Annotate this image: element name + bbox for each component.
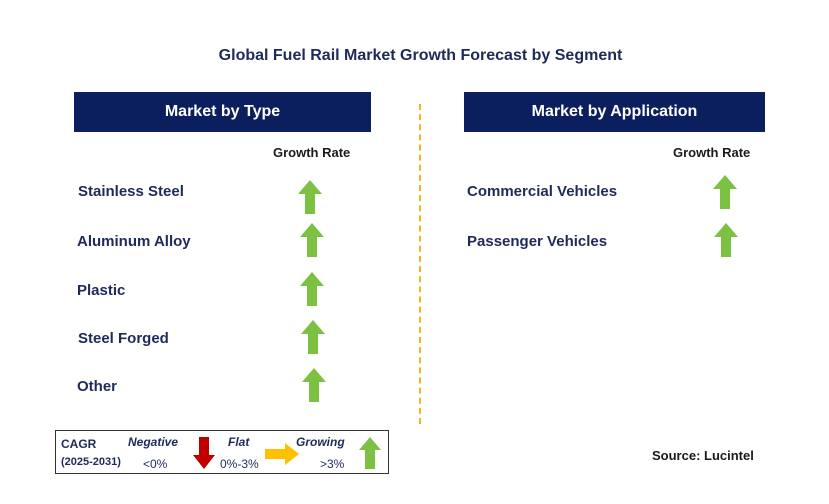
- growing-arrow-icon: [301, 320, 325, 354]
- panel-divider: [419, 104, 421, 424]
- market-by-type-header: Market by Type: [74, 92, 371, 132]
- legend-negative-label: Negative: [128, 435, 179, 449]
- growing-arrow-icon: [714, 223, 738, 257]
- cagr-legend: CAGR (2025-2031) Negative <0% Flat 0%-3%…: [55, 430, 389, 474]
- growing-arrow-icon: [300, 272, 324, 306]
- legend-period: (2025-2031): [61, 456, 121, 468]
- type-row-label: Plastic: [77, 282, 126, 299]
- market-by-application-header-label: Market by Application: [531, 103, 698, 120]
- market-by-application-header: Market by Application: [464, 92, 765, 132]
- legend-growing-label: Growing: [296, 435, 345, 449]
- right-growth-rate-header: Growth Rate: [673, 145, 751, 160]
- negative-arrow-icon: [193, 437, 215, 469]
- type-row-label: Aluminum Alloy: [77, 233, 191, 250]
- source-note: Source: Lucintel: [652, 448, 754, 463]
- growing-arrow-icon: [713, 175, 737, 209]
- type-row-label: Other: [77, 378, 118, 395]
- legend-flat-range: 0%-3%: [220, 457, 259, 471]
- growing-arrow-icon: [359, 437, 381, 469]
- growing-arrow-icon: [302, 368, 326, 402]
- market-by-type-header-label: Market by Type: [164, 103, 281, 120]
- legend-cagr-label: CAGR: [61, 437, 97, 451]
- left-growth-rate-header: Growth Rate: [273, 145, 351, 160]
- type-row-label: Steel Forged: [78, 330, 169, 347]
- type-row-label: Stainless Steel: [78, 183, 184, 200]
- growing-arrow-icon: [298, 180, 322, 214]
- application-row-label: Commercial Vehicles: [467, 183, 618, 200]
- growing-arrow-icon: [300, 223, 324, 257]
- legend-growing-range: >3%: [320, 457, 345, 471]
- legend-negative-range: <0%: [143, 457, 168, 471]
- application-row-label: Passenger Vehicles: [467, 233, 608, 250]
- flat-arrow-icon: [265, 443, 299, 465]
- chart-title: Global Fuel Rail Market Growth Forecast …: [218, 47, 623, 64]
- legend-flat-label: Flat: [228, 435, 250, 449]
